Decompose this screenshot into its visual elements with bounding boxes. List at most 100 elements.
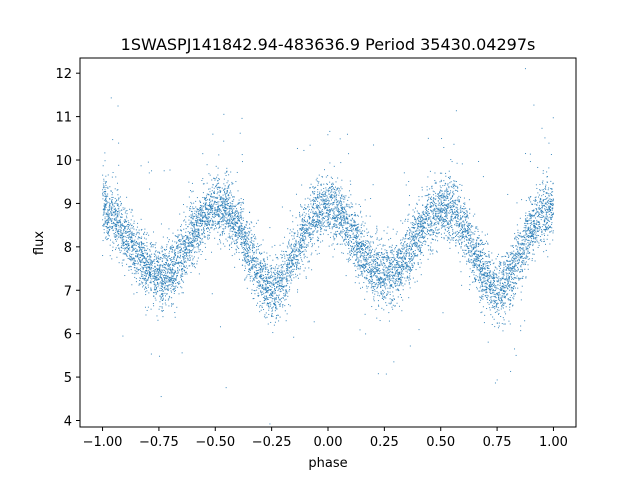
data-point <box>290 271 292 273</box>
data-point <box>144 237 146 239</box>
data-point <box>337 187 339 189</box>
data-point <box>251 261 253 263</box>
data-point <box>406 248 408 250</box>
data-point <box>210 196 212 198</box>
data-point <box>260 264 262 266</box>
data-point <box>424 243 426 245</box>
data-point <box>370 272 372 274</box>
data-point <box>142 253 144 255</box>
data-point <box>382 293 384 295</box>
data-point <box>407 264 409 266</box>
data-point <box>489 288 491 290</box>
data-point <box>356 248 358 250</box>
data-point <box>304 207 306 209</box>
data-point <box>163 279 165 281</box>
data-point <box>525 261 527 263</box>
data-point <box>235 210 237 212</box>
data-point <box>480 239 482 241</box>
data-point <box>363 249 365 251</box>
data-point <box>322 233 324 235</box>
data-point <box>512 269 514 271</box>
data-point <box>460 233 462 235</box>
data-point <box>402 265 404 267</box>
data-point <box>291 262 293 264</box>
data-point <box>153 271 155 273</box>
data-point <box>413 263 415 265</box>
data-point <box>528 210 530 212</box>
data-point <box>311 225 313 227</box>
data-point <box>180 233 182 235</box>
data-point <box>546 215 548 217</box>
data-point <box>225 194 227 196</box>
data-point <box>218 182 220 184</box>
data-point <box>373 274 375 276</box>
data-point <box>202 227 204 229</box>
data-point <box>525 246 527 248</box>
data-point <box>309 232 311 234</box>
data-point <box>533 221 535 223</box>
data-point <box>225 212 227 214</box>
data-point <box>540 211 542 213</box>
data-point <box>208 208 210 210</box>
data-point <box>266 280 268 282</box>
data-point <box>363 252 365 254</box>
data-point <box>349 224 351 226</box>
data-point <box>196 210 198 212</box>
data-point <box>202 206 204 208</box>
data-point <box>123 225 125 227</box>
data-point <box>188 260 190 261</box>
data-point <box>212 221 214 223</box>
data-point <box>277 280 279 282</box>
data-point <box>318 220 320 222</box>
data-point <box>409 262 411 264</box>
data-point <box>125 231 127 233</box>
data-point <box>231 227 233 229</box>
data-point <box>165 299 167 301</box>
data-point <box>121 234 123 236</box>
data-point <box>185 221 187 223</box>
data-point <box>540 239 542 240</box>
data-point <box>303 240 305 242</box>
data-point <box>278 265 280 267</box>
data-point <box>333 237 335 239</box>
data-point <box>455 199 457 201</box>
data-point <box>457 218 459 220</box>
data-point <box>468 250 470 252</box>
data-point <box>358 266 360 268</box>
data-point <box>174 272 176 274</box>
data-point <box>346 223 348 225</box>
data-point <box>305 277 307 279</box>
data-point <box>201 238 203 240</box>
data-point <box>172 289 174 291</box>
data-point <box>372 184 374 186</box>
data-point <box>162 284 164 286</box>
data-point <box>257 269 259 271</box>
data-point <box>382 272 384 274</box>
data-point <box>260 294 262 296</box>
data-point <box>199 213 201 215</box>
data-point <box>325 189 327 191</box>
data-point <box>495 258 497 260</box>
data-point <box>165 268 167 270</box>
data-point <box>369 249 371 251</box>
data-point <box>194 215 196 217</box>
data-point <box>358 264 360 266</box>
data-point <box>364 230 366 232</box>
data-point <box>530 228 532 230</box>
data-point <box>203 215 205 217</box>
data-point <box>455 231 457 233</box>
data-point <box>422 237 424 239</box>
data-point <box>180 225 182 227</box>
data-point <box>106 201 108 203</box>
data-point <box>430 249 432 251</box>
data-point <box>202 197 204 199</box>
data-point <box>214 215 216 217</box>
data-point <box>115 249 116 251</box>
data-point <box>172 232 174 234</box>
data-point <box>153 277 155 279</box>
data-point <box>194 239 196 241</box>
data-point <box>515 254 517 256</box>
data-point <box>463 221 465 223</box>
data-point <box>111 208 113 210</box>
data-point <box>173 252 175 254</box>
